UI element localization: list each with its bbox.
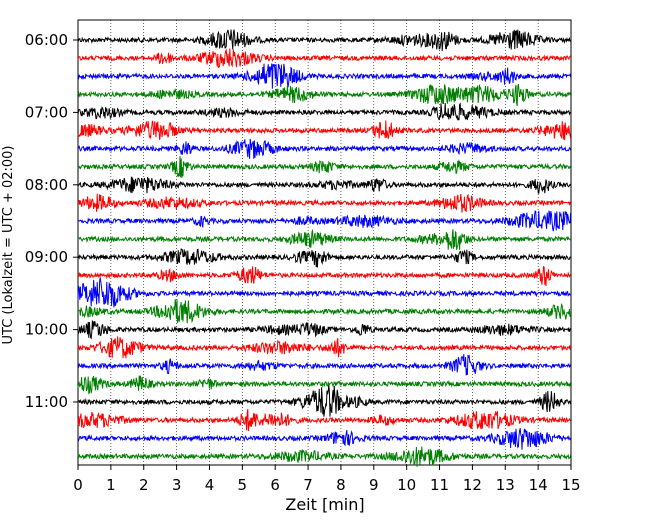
trace-line xyxy=(77,120,572,141)
x-tick-label: 7 xyxy=(303,476,313,494)
trace-line xyxy=(77,428,572,450)
x-tick-label: 1 xyxy=(106,476,116,494)
x-tick-label: 10 xyxy=(397,476,416,494)
x-tick-label: 15 xyxy=(561,476,580,494)
trace-line xyxy=(77,408,571,432)
trace-line xyxy=(77,320,572,340)
x-tick-label: 13 xyxy=(496,476,515,494)
x-axis-label: Zeit [min] xyxy=(285,495,364,514)
trace-line xyxy=(77,63,572,89)
x-tick-label: 11 xyxy=(430,476,449,494)
trace-line xyxy=(77,354,572,376)
y-ticks: 06:00 07:00 08:00 09:00 10:00 11:00 xyxy=(25,31,78,411)
x-tick-label: 4 xyxy=(205,476,215,494)
traces xyxy=(77,29,572,467)
x-tick-label: 6 xyxy=(270,476,280,494)
x-tick-label: 2 xyxy=(139,476,149,494)
y-tick-label: 08:00 xyxy=(25,176,68,194)
trace-line xyxy=(77,375,572,395)
y-tick-label: 07:00 xyxy=(25,103,68,121)
trace-line xyxy=(77,384,572,417)
trace-line xyxy=(77,102,571,121)
trace-line xyxy=(77,446,572,467)
trace-line xyxy=(77,266,571,287)
y-tick-label: 09:00 xyxy=(25,248,68,266)
trace-line xyxy=(78,176,572,195)
trace-line xyxy=(77,193,572,213)
trace-line xyxy=(77,277,571,308)
x-tick-label: 12 xyxy=(463,476,482,494)
y-tick-label: 11:00 xyxy=(25,393,68,411)
grid-lines xyxy=(110,20,539,465)
x-tick-label: 0 xyxy=(73,476,83,494)
trace-line xyxy=(77,29,572,51)
x-tick-label: 8 xyxy=(336,476,346,494)
y-tick-label: 06:00 xyxy=(25,31,68,49)
trace-line xyxy=(77,336,572,359)
trace-line xyxy=(77,156,572,178)
x-tick-label: 5 xyxy=(238,476,248,494)
trace-line xyxy=(77,48,571,69)
plot-frame xyxy=(77,19,572,466)
trace-line xyxy=(77,228,572,250)
x-tick-label: 3 xyxy=(172,476,182,494)
x-tick-label: 9 xyxy=(369,476,379,494)
x-ticks: 0 1 2 3 4 5 6 7 8 9 10 11 12 13 14 15 xyxy=(73,465,581,494)
trace-line xyxy=(77,138,572,159)
trace-line xyxy=(77,210,572,232)
trace-line xyxy=(77,299,572,324)
trace-line xyxy=(77,248,571,268)
y-axis-label: UTC (Lokalzeit = UTC + 02:00) xyxy=(1,146,16,345)
trace-line xyxy=(77,83,572,107)
x-tick-label: 14 xyxy=(529,476,548,494)
y-tick-label: 10:00 xyxy=(25,321,68,339)
